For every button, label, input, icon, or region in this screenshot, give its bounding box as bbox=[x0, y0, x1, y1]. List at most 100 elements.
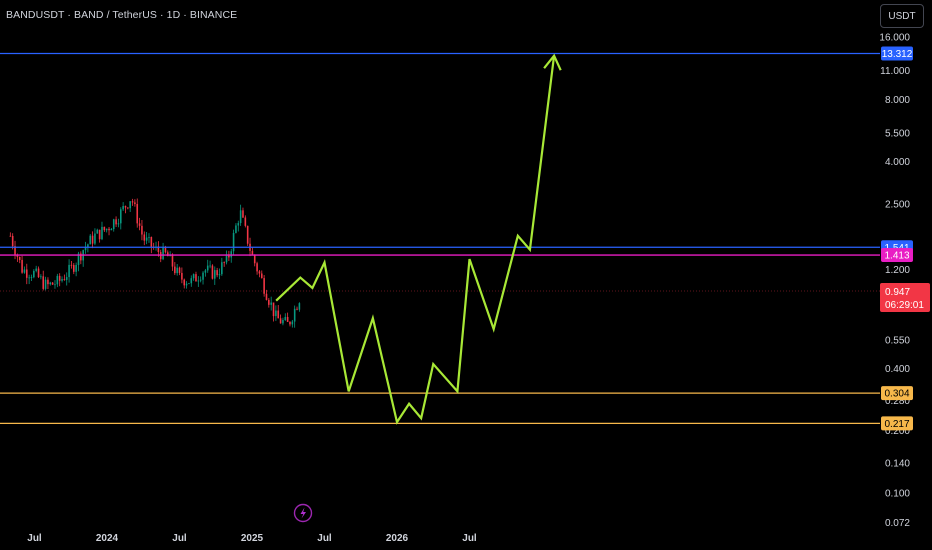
candle-9 bbox=[30, 274, 33, 282]
candle-105 bbox=[256, 261, 258, 275]
candle-39 bbox=[101, 221, 103, 241]
candle-82 bbox=[202, 271, 204, 285]
candle-75 bbox=[185, 281, 188, 289]
candle-114 bbox=[277, 304, 280, 319]
price-tick-2: 8.000 bbox=[885, 95, 910, 106]
level-badge-2 bbox=[881, 248, 913, 263]
level-badge-label-0: 13.312 bbox=[882, 49, 913, 60]
candle-101 bbox=[246, 225, 249, 246]
candle-122 bbox=[296, 306, 298, 311]
level-badge-0 bbox=[881, 46, 913, 61]
candle-119 bbox=[289, 321, 291, 327]
candle-77 bbox=[190, 275, 193, 287]
candle-91 bbox=[223, 261, 225, 267]
candle-20 bbox=[56, 273, 59, 288]
candle-56 bbox=[141, 219, 143, 241]
candlestick-series bbox=[9, 198, 301, 328]
symbol-title: BANDUSDT · BAND / TetherUS · 1D · BINANC… bbox=[6, 9, 238, 21]
candle-55 bbox=[138, 217, 141, 231]
candle-65 bbox=[162, 242, 164, 261]
candle-64 bbox=[159, 249, 162, 263]
price-tick-0: 16.000 bbox=[879, 33, 910, 44]
candle-5 bbox=[21, 255, 23, 274]
candle-11 bbox=[35, 265, 37, 273]
candle-31 bbox=[82, 249, 84, 267]
candle-58 bbox=[145, 231, 148, 245]
candle-72 bbox=[178, 266, 181, 276]
candle-116 bbox=[282, 317, 284, 326]
candle-100 bbox=[244, 215, 247, 228]
candle-54 bbox=[136, 198, 139, 228]
candle-57 bbox=[143, 231, 146, 246]
currency-button[interactable]: USDT bbox=[880, 4, 924, 28]
time-tick-2: Jul bbox=[172, 533, 187, 544]
candle-113 bbox=[275, 305, 277, 321]
candle-38 bbox=[98, 229, 101, 243]
forecast-path bbox=[275, 53, 562, 425]
candle-96 bbox=[235, 223, 237, 234]
price-tick-7: 0.550 bbox=[885, 335, 910, 346]
price-tick-12: 0.100 bbox=[885, 489, 910, 500]
current-price-badge bbox=[880, 283, 930, 313]
candle-19 bbox=[54, 280, 56, 289]
price-tick-4: 4.000 bbox=[885, 157, 910, 168]
candle-53 bbox=[134, 199, 136, 207]
candle-61 bbox=[152, 242, 155, 250]
candle-2 bbox=[14, 240, 16, 260]
price-tick-9: 0.280 bbox=[885, 396, 910, 407]
candle-45 bbox=[115, 216, 117, 227]
time-axis[interactable]: Jul 2024 Jul 2025 Jul 2026 Jul bbox=[27, 533, 477, 544]
candle-121 bbox=[293, 305, 296, 328]
candle-18 bbox=[51, 282, 54, 285]
replay-lightning-icon[interactable] bbox=[293, 503, 313, 523]
candle-110 bbox=[268, 298, 270, 308]
candle-51 bbox=[129, 201, 131, 213]
candle-44 bbox=[112, 218, 115, 232]
time-tick-4: Jul bbox=[317, 533, 332, 544]
candle-78 bbox=[192, 273, 195, 281]
candle-76 bbox=[188, 283, 190, 285]
forecast-polyline bbox=[275, 55, 556, 425]
candle-8 bbox=[28, 274, 30, 285]
candle-90 bbox=[221, 257, 223, 276]
candle-17 bbox=[49, 281, 52, 286]
price-axis[interactable]: 16.000 11.000 8.000 5.500 4.000 2.500 1.200 0.5… bbox=[879, 33, 910, 530]
candle-97 bbox=[237, 220, 240, 232]
candle-112 bbox=[272, 302, 275, 322]
candle-35 bbox=[91, 231, 94, 249]
level-badge-label-3: 0.304 bbox=[884, 389, 909, 400]
candle-111 bbox=[270, 296, 272, 311]
time-tick-6: Jul bbox=[462, 533, 477, 544]
candle-16 bbox=[47, 277, 49, 290]
price-tick-8: 0.400 bbox=[885, 364, 910, 375]
candle-93 bbox=[228, 250, 230, 262]
candle-27 bbox=[72, 263, 75, 275]
candle-123 bbox=[298, 302, 301, 312]
time-tick-5: 2026 bbox=[386, 533, 409, 544]
candle-92 bbox=[225, 250, 228, 265]
candle-87 bbox=[213, 266, 216, 285]
candle-103 bbox=[251, 247, 254, 256]
candle-41 bbox=[105, 228, 108, 233]
time-tick-0: Jul bbox=[27, 533, 42, 544]
candle-43 bbox=[110, 228, 113, 231]
candle-118 bbox=[286, 312, 289, 322]
candle-24 bbox=[65, 272, 68, 286]
candle-106 bbox=[258, 270, 261, 278]
price-tick-13: 0.072 bbox=[885, 518, 910, 529]
candle-70 bbox=[174, 262, 176, 276]
price-tick-1: 11.000 bbox=[880, 66, 910, 77]
candle-74 bbox=[183, 278, 186, 289]
candle-40 bbox=[103, 226, 106, 232]
candle-98 bbox=[239, 204, 242, 226]
candle-12 bbox=[37, 266, 40, 279]
candle-30 bbox=[80, 251, 82, 265]
candle-46 bbox=[117, 218, 120, 228]
candle-73 bbox=[181, 267, 183, 284]
horizontal-levels bbox=[0, 52, 880, 425]
candle-59 bbox=[148, 233, 150, 243]
candle-4 bbox=[18, 256, 21, 264]
price-tick-11: 0.140 bbox=[885, 458, 910, 469]
